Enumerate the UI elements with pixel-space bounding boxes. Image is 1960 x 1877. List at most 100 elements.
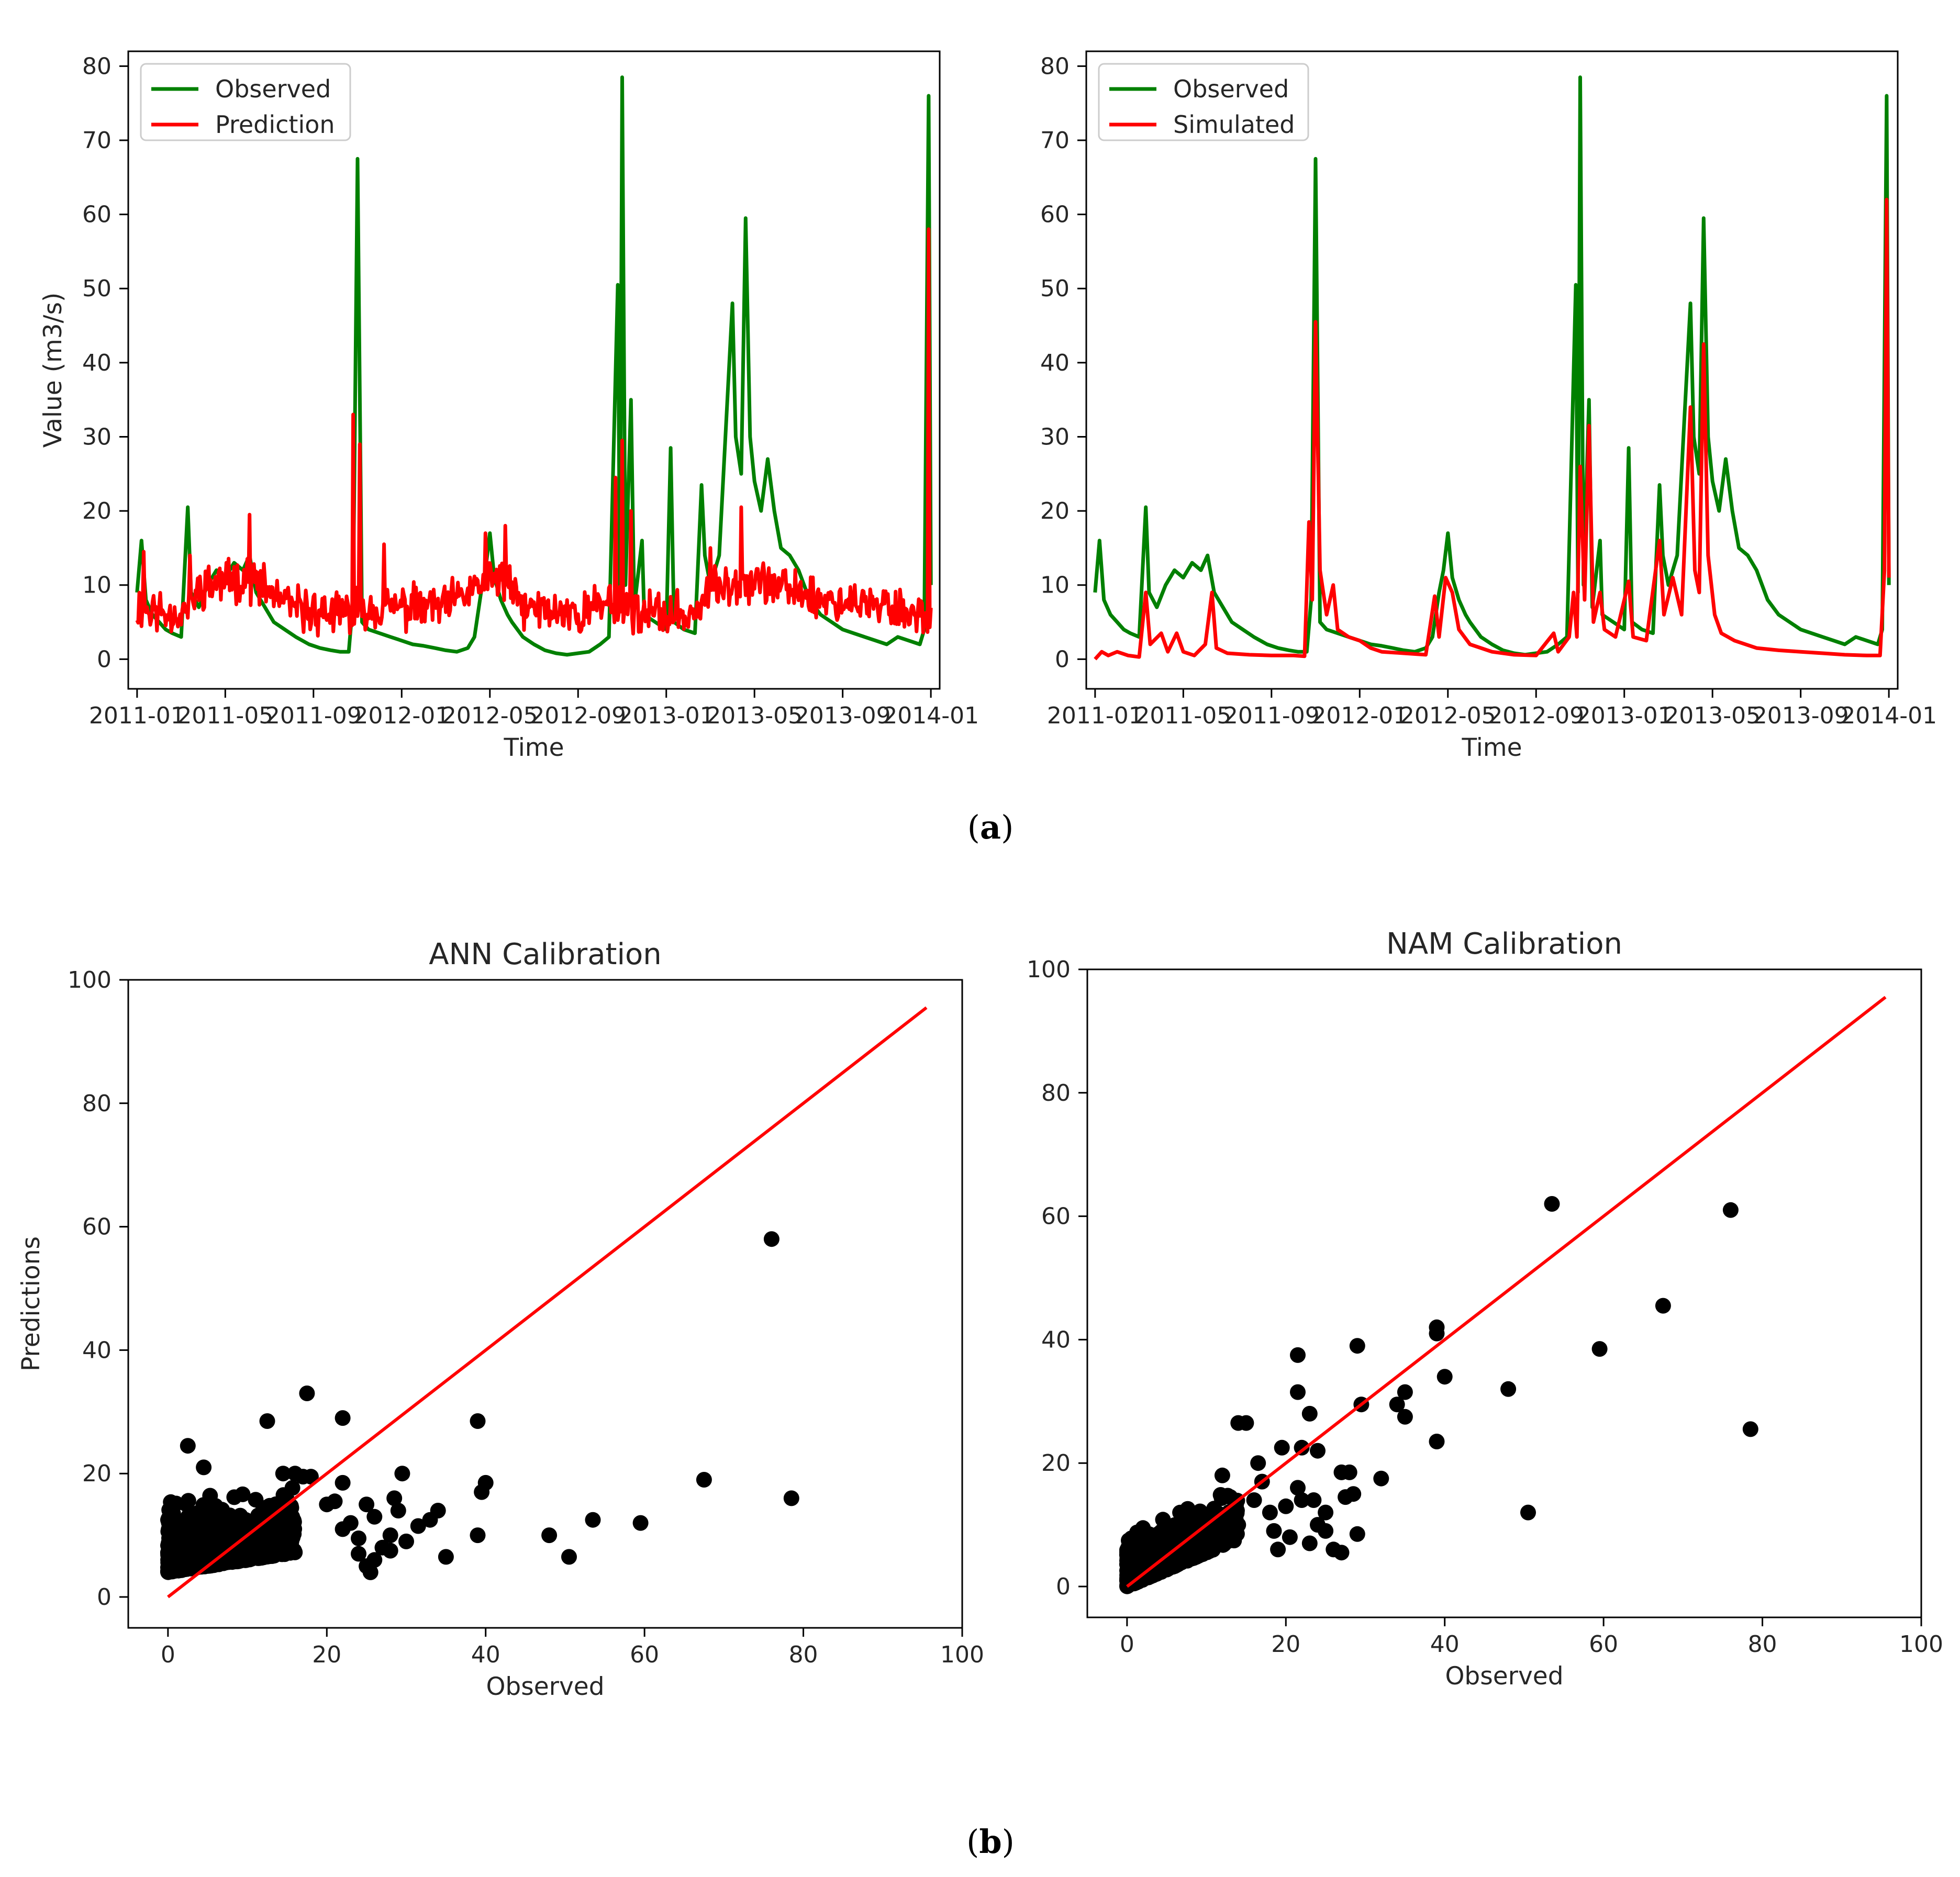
plot-frame <box>127 50 941 690</box>
y-tick-label: 70 <box>82 127 112 154</box>
x-tick-label: 2012-09 <box>1488 702 1584 729</box>
scatter-point <box>232 1507 248 1524</box>
nam-timeseries-chart: 010203040506070802011-012011-052011-0920… <box>1040 50 1937 762</box>
nam-calibration-scatter: 0 20 40 60 80 100 0 20 40 60 80 100 Observed NAM Cali… <box>1027 927 1943 1691</box>
y-tick-label: 40 <box>1041 1326 1071 1353</box>
legend: Observed Simulated <box>1098 63 1309 141</box>
scatter-point <box>1500 1381 1517 1397</box>
y-tick-label: 0 <box>97 1584 112 1611</box>
scatter-point <box>470 1413 486 1429</box>
y-tick-label: 40 <box>1040 350 1070 376</box>
scatter-point <box>274 1536 291 1552</box>
scatter-point <box>398 1533 414 1549</box>
scatter-point <box>226 1489 242 1505</box>
caption-a: (a) <box>967 808 1014 846</box>
scatter-point <box>192 1524 208 1540</box>
scatter-point <box>1373 1470 1389 1487</box>
plot-area <box>1119 996 1887 1594</box>
scatter-point <box>170 1538 186 1555</box>
scatter-point <box>1274 1439 1290 1456</box>
x-tick-label: 2012-09 <box>530 702 626 729</box>
scatter-point <box>248 1539 264 1556</box>
x-tick-label: 60 <box>630 1641 659 1668</box>
plot-frame <box>127 979 963 1629</box>
scatter-point <box>783 1490 799 1506</box>
identity-line <box>1126 996 1887 1588</box>
scatter-point <box>1301 1405 1318 1422</box>
x-tick-label: 20 <box>312 1641 341 1668</box>
x-tick-label: 0 <box>1120 1631 1134 1658</box>
scatter-point <box>1250 1455 1266 1471</box>
scatter-point <box>1742 1421 1758 1437</box>
scatter-point <box>1306 1492 1322 1508</box>
scatter-point <box>696 1472 712 1488</box>
scatter-point <box>1270 1541 1286 1558</box>
x-tick-label: 2011-01 <box>1047 702 1143 729</box>
x-tick-label: 2013-09 <box>1753 702 1849 729</box>
x-axis-label: Time <box>1461 733 1522 762</box>
x-tick-label: 0 <box>161 1641 175 1668</box>
y-tick-label: 60 <box>82 1214 112 1241</box>
series-line-observed <box>135 75 933 657</box>
scatter-point <box>281 1511 297 1527</box>
scatter-point <box>283 1498 299 1514</box>
scatter-point <box>269 1519 285 1535</box>
scatter-point <box>474 1484 490 1500</box>
scatter-point <box>422 1512 438 1528</box>
y-tick-label: 40 <box>82 350 112 376</box>
scatter-point <box>1122 1535 1138 1551</box>
scatter-point <box>1333 1464 1350 1480</box>
scatter-point <box>1397 1409 1413 1425</box>
scatter-point <box>1282 1529 1298 1545</box>
y-tick-label: 60 <box>1040 202 1070 228</box>
scatter-point <box>1310 1443 1326 1459</box>
y-tick-label: 80 <box>82 53 112 80</box>
x-tick-label: 2011-09 <box>1223 702 1320 729</box>
x-tick-label: 2014-01 <box>883 702 979 729</box>
scatter-point <box>1338 1489 1354 1505</box>
scatter-point <box>366 1552 383 1568</box>
x-tick-label: 60 <box>1589 1631 1618 1658</box>
scatter-point <box>1222 1489 1239 1505</box>
scatter-point <box>1174 1539 1190 1556</box>
x-axis-label: Time <box>503 733 564 762</box>
scatter-point <box>168 1495 184 1512</box>
y-tick-label: 0 <box>1056 1573 1071 1600</box>
scatter-point <box>1290 1347 1306 1363</box>
y-tick-label: 10 <box>1040 572 1070 599</box>
x-tick-label: 2013-09 <box>795 702 891 729</box>
scatter-point <box>1266 1523 1282 1539</box>
x-tick-label: 100 <box>940 1641 984 1668</box>
y-tick-label: 70 <box>1040 127 1070 154</box>
scatter-point <box>1429 1434 1445 1449</box>
scatter-point <box>561 1549 577 1565</box>
y-tick-label: 80 <box>1040 53 1070 80</box>
scatter-point <box>1262 1504 1278 1521</box>
scatter-point <box>1301 1535 1318 1551</box>
scatter-point <box>1155 1512 1171 1528</box>
scatter-point <box>1591 1341 1608 1357</box>
x-tick-label: 2011-05 <box>1135 702 1231 729</box>
scatter-point <box>541 1527 558 1544</box>
scatter-point <box>250 1507 266 1524</box>
x-tick-label: 2011-01 <box>89 702 185 729</box>
scatter-point <box>1436 1369 1453 1385</box>
legend-frame <box>1098 63 1309 141</box>
x-tick-label: 2013-05 <box>1664 702 1761 729</box>
scatter-point <box>382 1543 398 1559</box>
y-tick-label: 10 <box>82 572 112 599</box>
x-tick-label: 40 <box>1430 1631 1460 1658</box>
scatter-point <box>763 1231 779 1247</box>
legend-label-observed: Observed <box>1173 75 1289 103</box>
legend: Observed Prediction <box>140 63 351 141</box>
scatter-point <box>1217 1514 1233 1530</box>
x-tick-label: 20 <box>1271 1631 1300 1658</box>
scatter-point <box>1520 1504 1536 1521</box>
legend-label-observed: Observed <box>215 75 331 103</box>
x-axis-label: Observed <box>486 1672 604 1701</box>
scatter-point <box>438 1549 454 1565</box>
scatter-point <box>319 1496 335 1513</box>
scatter-point <box>1178 1507 1195 1523</box>
scatter-point <box>1141 1538 1157 1555</box>
